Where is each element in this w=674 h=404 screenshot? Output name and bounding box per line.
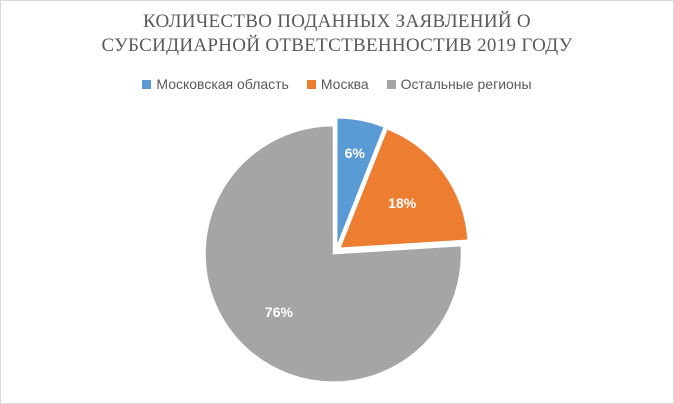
legend-label-moscow: Москва xyxy=(320,76,369,92)
chart-title-line-1: КОЛИЧЕСТВО ПОДАННЫХ ЗАЯВЛЕНИЙ О xyxy=(143,11,531,32)
pie-slice-other-regions xyxy=(204,125,462,383)
chart-title-line-2: СУБСИДИАРНОЙ ОТВЕТСТВЕННОСТИВ 2019 ГОДУ xyxy=(101,35,573,56)
legend-swatch-moscow-oblast xyxy=(142,79,152,89)
pie-slice-moscow xyxy=(339,128,469,249)
legend-label-moscow-oblast: Московская область xyxy=(156,76,289,92)
legend-swatch-moscow xyxy=(306,79,316,89)
data-label-moscow: 18% xyxy=(388,195,417,211)
legend-item-moscow-oblast: Московская область xyxy=(142,76,289,92)
pie-slice-moscow-oblast xyxy=(336,117,385,247)
legend-item-moscow: Москва xyxy=(306,76,369,92)
legend-label-other-regions: Остальные регионы xyxy=(400,76,532,92)
chart-title: КОЛИЧЕСТВО ПОДАННЫХ ЗАЯВЛЕНИЙ О СУБСИДИА… xyxy=(0,10,674,58)
data-label-other-regions: 76% xyxy=(265,304,294,320)
legend-swatch-other-regions xyxy=(386,79,396,89)
chart-legend: Московская область Москва Остальные реги… xyxy=(0,76,674,92)
legend-item-other-regions: Остальные регионы xyxy=(386,76,532,92)
data-label-moscow-oblast: 6% xyxy=(345,145,366,161)
